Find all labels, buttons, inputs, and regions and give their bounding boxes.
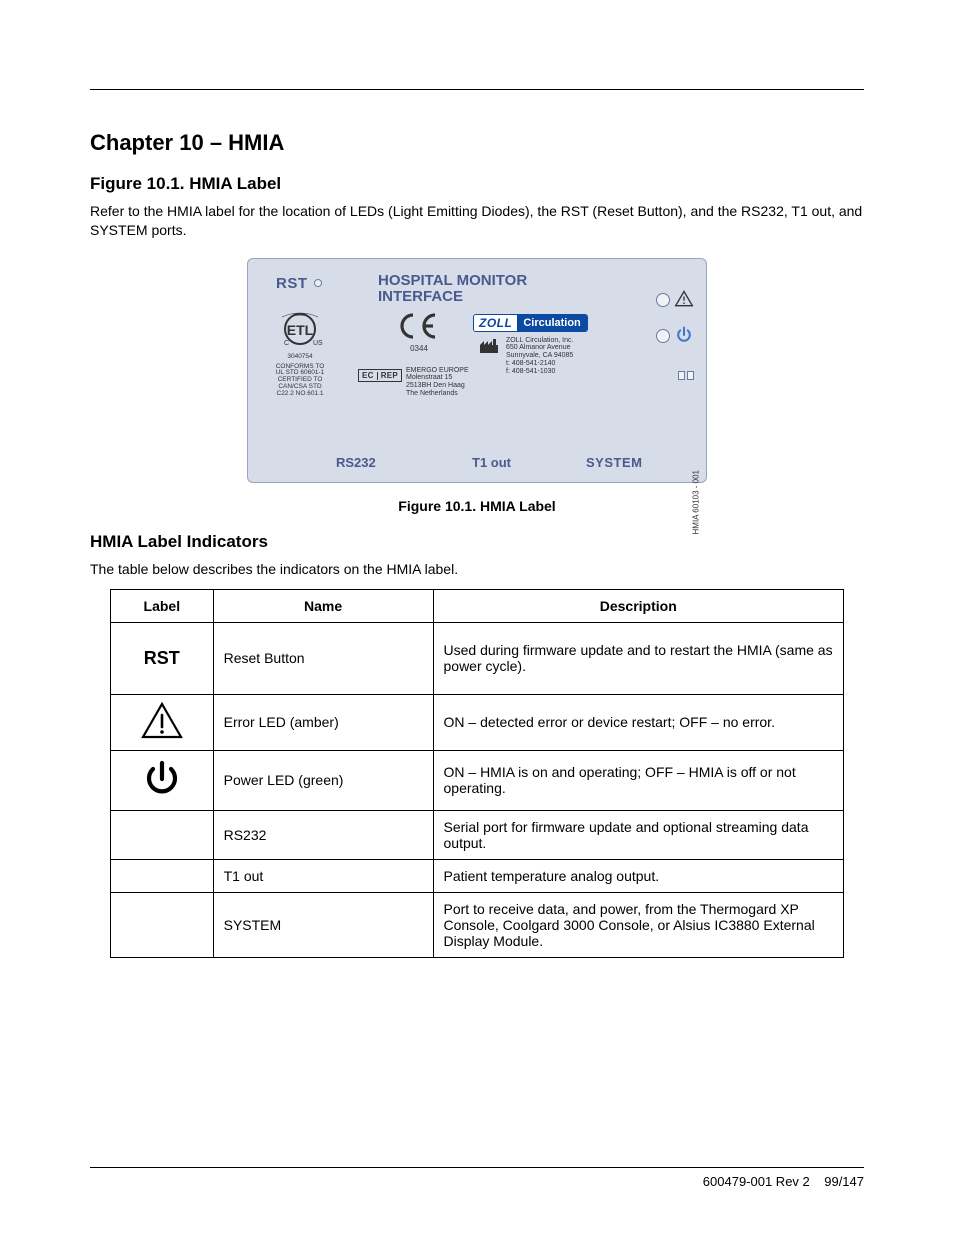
cell-desc: Port to receive data, and power, from th… (433, 892, 844, 957)
table-row: Error LED (amber) ON – detected error or… (111, 694, 844, 750)
plate-title-line1: HOSPITAL MONITOR (378, 272, 527, 289)
zoll-address: ZOLL Circulation, Inc. 650 Almanor Avenu… (506, 337, 573, 375)
cell-name: SYSTEM (213, 892, 433, 957)
plate-rst-hole (314, 279, 322, 287)
zoll-badge: ZOLL Circulation (473, 314, 588, 332)
table-header-desc: Description (433, 589, 844, 622)
ce-mark: 0344 (398, 311, 440, 353)
cell-name: Power LED (green) (213, 750, 433, 810)
table-header-row: Label Name Description (111, 589, 844, 622)
plate-part-number: HMIA 60103 - 001 (691, 470, 700, 534)
cell-name: Error LED (amber) (213, 694, 433, 750)
table-row: SYSTEM Port to receive data, and power, … (111, 892, 844, 957)
rst-label-text: RST (144, 648, 180, 668)
figure-hmia-label: RST HOSPITAL MONITOR INTERFACE (90, 258, 864, 488)
header-divider (90, 60, 864, 90)
power-icon (674, 325, 694, 345)
ce-number: 0344 (398, 344, 440, 353)
plate-port-system: SYSTEM (586, 455, 642, 470)
plate-title: HOSPITAL MONITOR INTERFACE (378, 273, 527, 305)
svg-text:Intertek: Intertek (294, 313, 306, 317)
cell-label-rst: RST (111, 622, 214, 694)
page-footer: 600479-001 Rev 2 99/147 (90, 1167, 864, 1189)
etl-number: 3040754 (270, 354, 330, 361)
plate-title-line2: INTERFACE (378, 288, 463, 305)
cell-desc: Used during firmware update and to resta… (433, 622, 844, 694)
plate-power-led (656, 329, 670, 343)
table-intro: The table below describes the indicators… (90, 560, 864, 579)
hmia-label-plate: RST HOSPITAL MONITOR INTERFACE (247, 258, 707, 483)
ec-rep-address: EMERGO EUROPE Molenstraat 15 2513BH Den … (406, 367, 469, 398)
ec-rep-ec: EC (362, 372, 378, 380)
svg-text:ETL: ETL (287, 322, 314, 338)
plate-error-led (656, 293, 670, 307)
plate-rst-text: RST (276, 275, 308, 292)
section-heading: Figure 10.1. HMIA Label (90, 174, 864, 194)
table-row: T1 out Patient temperature analog output… (111, 859, 844, 892)
chapter-title: Chapter 10 – HMIA (90, 130, 864, 156)
footer-page: 99/147 (824, 1174, 864, 1189)
caution-icon (140, 728, 184, 744)
table-heading: HMIA Label Indicators (90, 532, 864, 552)
svg-text:US: US (313, 340, 323, 347)
power-icon (140, 788, 184, 804)
serial-digit-boxes (678, 371, 694, 380)
plate-port-rs232: RS232 (336, 455, 376, 470)
cell-desc: ON – HMIA is on and operating; OFF – HMI… (433, 750, 844, 810)
ec-rep-rep: REP (381, 372, 398, 380)
caution-icon (674, 289, 694, 309)
cell-name: RS232 (213, 810, 433, 859)
cell-desc: ON – detected error or device restart; O… (433, 694, 844, 750)
table-header-name: Name (213, 589, 433, 622)
ec-rep-box: EC REP (358, 369, 402, 382)
hmia-indicator-table: Label Name Description RST Reset Button … (110, 589, 844, 958)
zoll-badge-blue: Circulation (517, 315, 586, 331)
cell-label-empty (111, 892, 214, 957)
figure-caption: Figure 10.1. HMIA Label (90, 498, 864, 514)
etl-mark: ETL C US Intertek 3040754 CONFORMS TO UL… (270, 311, 330, 398)
table-row: Power LED (green) ON – HMIA is on and op… (111, 750, 844, 810)
footer-rev: 600479-001 Rev 2 (703, 1174, 810, 1189)
etl-conforms: CONFORMS TO UL STD 60601-1 CERTIFIED TO … (270, 364, 330, 398)
table-row: RST Reset Button Used during firmware up… (111, 622, 844, 694)
table-header-label: Label (111, 589, 214, 622)
cell-name: T1 out (213, 859, 433, 892)
plate-port-t1out: T1 out (472, 455, 511, 470)
cell-name: Reset Button (213, 622, 433, 694)
cell-label-power (111, 750, 214, 810)
svg-text:C: C (284, 340, 289, 347)
cell-desc: Serial port for firmware update and opti… (433, 810, 844, 859)
table-row: RS232 Serial port for firmware update an… (111, 810, 844, 859)
cell-label-caution (111, 694, 214, 750)
section-intro: Refer to the HMIA label for the location… (90, 202, 864, 240)
cell-desc: Patient temperature analog output. (433, 859, 844, 892)
cell-label-empty (111, 810, 214, 859)
manufacturer-icon (480, 339, 498, 353)
zoll-badge-white: ZOLL (474, 315, 517, 331)
cell-label-empty (111, 859, 214, 892)
